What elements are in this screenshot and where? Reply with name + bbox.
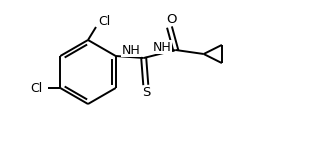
Text: Cl: Cl: [98, 14, 110, 28]
Text: S: S: [143, 87, 151, 99]
Text: Cl: Cl: [30, 81, 43, 95]
Text: NH: NH: [152, 41, 171, 53]
Text: NH: NH: [121, 43, 140, 57]
Text: O: O: [166, 12, 177, 26]
